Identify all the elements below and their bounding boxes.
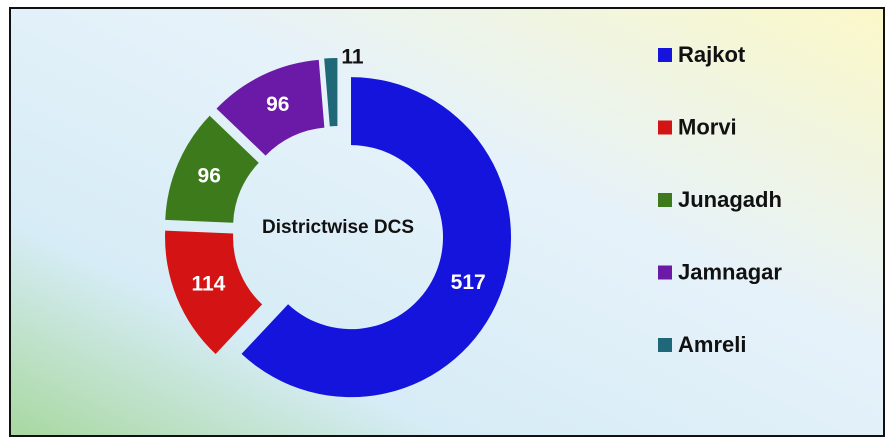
donut-segment <box>165 230 263 354</box>
legend-swatch <box>658 265 672 280</box>
legend-label: Rajkot <box>678 42 746 67</box>
data-label: 96 <box>266 93 289 116</box>
legend-swatch <box>658 48 672 62</box>
chart-title: Districtwise DCS <box>262 217 414 238</box>
legend-label: Morvi <box>678 114 737 139</box>
donut-segment <box>216 59 325 156</box>
legend-swatch <box>658 120 672 135</box>
legend-label: Junagadh <box>678 187 782 212</box>
data-label: 96 <box>198 165 221 188</box>
legend-label: Amreli <box>678 332 746 357</box>
legend-label: Jamnagar <box>678 259 782 284</box>
legend-swatch <box>658 193 672 207</box>
data-label: 114 <box>191 273 225 296</box>
legend-swatch <box>658 338 672 352</box>
donut-segment <box>241 77 512 398</box>
donut-segment <box>324 58 338 127</box>
donut-segment <box>165 115 259 223</box>
data-label: 517 <box>451 271 486 294</box>
data-label: 11 <box>341 46 364 69</box>
